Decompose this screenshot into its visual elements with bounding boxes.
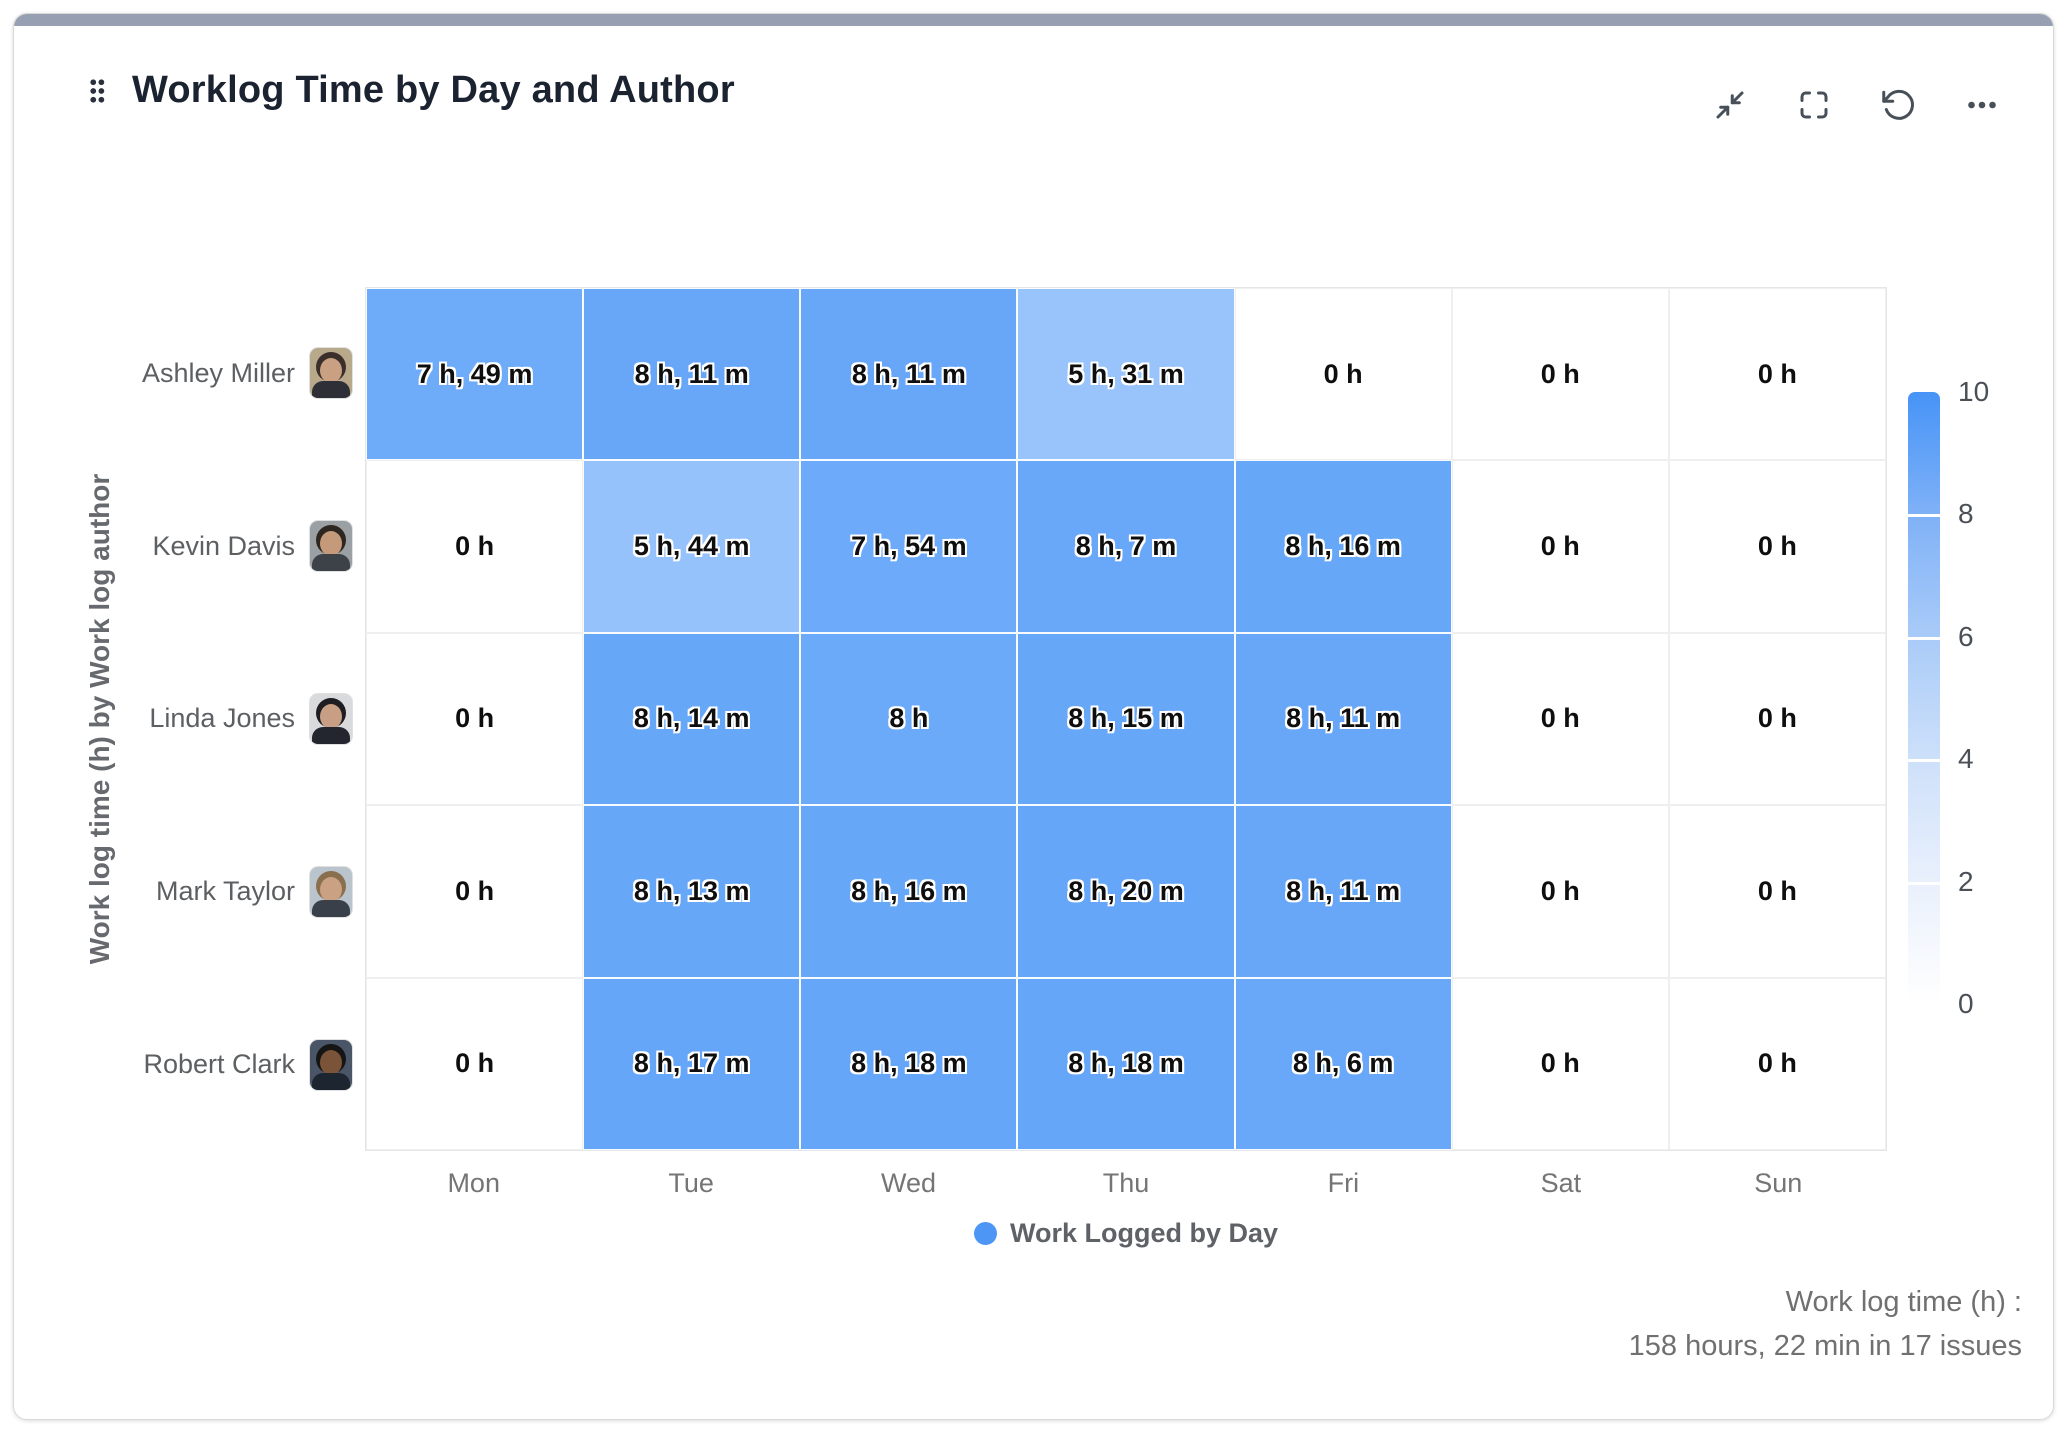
collapse-icon (1716, 91, 1744, 119)
heatmap-cell[interactable]: 8 h, 18 m (1017, 977, 1235, 1150)
color-scale-tick: 8 (1958, 498, 1974, 530)
legend-label: Work Logged by Day (1009, 1218, 1279, 1248)
heatmap-cell[interactable]: 0 h (1668, 288, 1886, 461)
heatmap-cell[interactable]: 5 h, 31 m (1017, 288, 1235, 461)
author-label: Linda Jones (30, 633, 352, 806)
more-options-button[interactable] (1963, 86, 2001, 124)
heatmap-cell[interactable]: 8 h, 16 m (800, 805, 1018, 978)
summary-line-2: 158 hours, 22 min in 17 issues (1628, 1330, 2022, 1362)
heatmap-cell[interactable]: 0 h (1451, 977, 1669, 1150)
color-scale-tick: 10 (1958, 376, 1990, 407)
author-axis: Ashley Miller Kevin Davis Linda Jones Mark … (30, 287, 352, 1151)
avatar (310, 1039, 352, 1090)
author-label: Ashley Miller (30, 287, 352, 460)
heatmap-cell[interactable]: 8 h, 16 m (1234, 460, 1452, 633)
drag-handle-icon[interactable] (82, 70, 112, 112)
heatmap-cell[interactable]: 0 h (366, 805, 584, 978)
card-accent-bar (14, 14, 2053, 26)
heatmap-cell[interactable]: 8 h, 17 m (583, 977, 801, 1150)
heatmap-cell[interactable]: 8 h (800, 632, 1018, 806)
heatmap-cell[interactable]: 0 h (1451, 460, 1669, 633)
widget-toolbar (1711, 86, 2001, 124)
heatmap-cell[interactable]: 0 h (1668, 977, 1886, 1150)
heatmap-cell[interactable]: 0 h (1451, 632, 1669, 806)
heatmap-cell[interactable]: 8 h, 11 m (800, 288, 1018, 461)
heatmap-cell[interactable]: 8 h, 20 m (1017, 805, 1235, 978)
avatar (310, 348, 352, 399)
fullscreen-button[interactable] (1795, 86, 1833, 124)
color-scale-tick: 4 (1958, 743, 1974, 775)
heatmap-cell[interactable]: 0 h (366, 632, 584, 806)
author-name: Linda Jones (149, 703, 295, 734)
heatmap-cell[interactable]: 8 h, 13 m (583, 805, 801, 978)
avatar (310, 693, 352, 744)
worklog-summary: Work log time (h) : 158 hours, 22 min in… (1629, 1280, 2022, 1368)
heatmap-cell[interactable]: 8 h, 14 m (583, 632, 801, 806)
color-scale-bar (1908, 392, 1940, 1004)
collapse-button[interactable] (1711, 86, 1749, 124)
heatmap-cell[interactable]: 0 h (1451, 805, 1669, 978)
color-scale-tick: 6 (1958, 620, 1974, 652)
heatmap-cell[interactable]: 0 h (366, 977, 584, 1150)
fullscreen-icon (1800, 91, 1828, 119)
heatmap-cell[interactable]: 8 h, 18 m (800, 977, 1018, 1150)
color-scale-tick: 0 (1958, 988, 1974, 1019)
color-scale-ticks: 10 8 6 4 2 0 (1958, 376, 2028, 1019)
heatmap-cell[interactable]: 0 h (366, 460, 584, 633)
heatmap-cell[interactable]: 0 h (1234, 288, 1452, 461)
author-label: Robert Clark (30, 978, 352, 1151)
heatmap-cell[interactable]: 8 h, 11 m (1234, 805, 1452, 978)
heatmap-cell[interactable]: 8 h, 11 m (583, 288, 801, 461)
heatmap-cell[interactable]: 0 h (1668, 460, 1886, 633)
summary-line-1: Work log time (h) : (1785, 1286, 2022, 1318)
day-label: Fri (1327, 1168, 1360, 1198)
heatmap-cell[interactable]: 7 h, 49 m (366, 288, 584, 461)
day-label: Thu (1102, 1168, 1150, 1198)
chart-legend[interactable]: Work Logged by Day (365, 1218, 1887, 1249)
day-label: Mon (447, 1168, 500, 1198)
avatar (310, 866, 352, 917)
refresh-button[interactable] (1879, 86, 1917, 124)
widget-title: Worklog Time by Day and Author (132, 69, 735, 111)
avatar (310, 521, 352, 572)
author-label: Mark Taylor (30, 805, 352, 978)
day-label: Wed (881, 1168, 937, 1198)
color-scale-tick: 2 (1958, 865, 1974, 897)
day-axis: Mon Tue Wed Thu Fri Sat Sun (365, 1168, 1887, 1199)
author-label: Kevin Davis (30, 460, 352, 633)
author-name: Mark Taylor (155, 876, 295, 907)
heatmap-cell[interactable]: 0 h (1451, 288, 1669, 461)
heatmap-cell[interactable]: 0 h (1668, 805, 1886, 978)
heatmap-cell[interactable]: 7 h, 54 m (800, 460, 1018, 633)
widget-header: Worklog Time by Day and Author (82, 69, 735, 112)
author-name: Robert Clark (143, 1049, 295, 1080)
author-name: Ashley Miller (141, 357, 295, 388)
legend-dot-icon (973, 1222, 997, 1245)
day-label: Sun (1754, 1168, 1803, 1198)
heatmap-cell[interactable]: 8 h, 7 m (1017, 460, 1235, 633)
ellipsis-icon (1968, 101, 1996, 109)
author-name: Kevin Davis (152, 530, 295, 561)
heatmap-cell[interactable]: 5 h, 44 m (583, 460, 801, 633)
day-label: Tue (668, 1168, 714, 1198)
heatmap-cell[interactable]: 8 h, 11 m (1234, 632, 1452, 806)
heatmap-cell[interactable]: 8 h, 15 m (1017, 632, 1235, 806)
heatmap-cell[interactable]: 8 h, 6 m (1234, 977, 1452, 1150)
day-label: Sat (1540, 1168, 1582, 1198)
heatmap-cell[interactable]: 0 h (1668, 632, 1886, 806)
refresh-icon (1882, 89, 1914, 120)
